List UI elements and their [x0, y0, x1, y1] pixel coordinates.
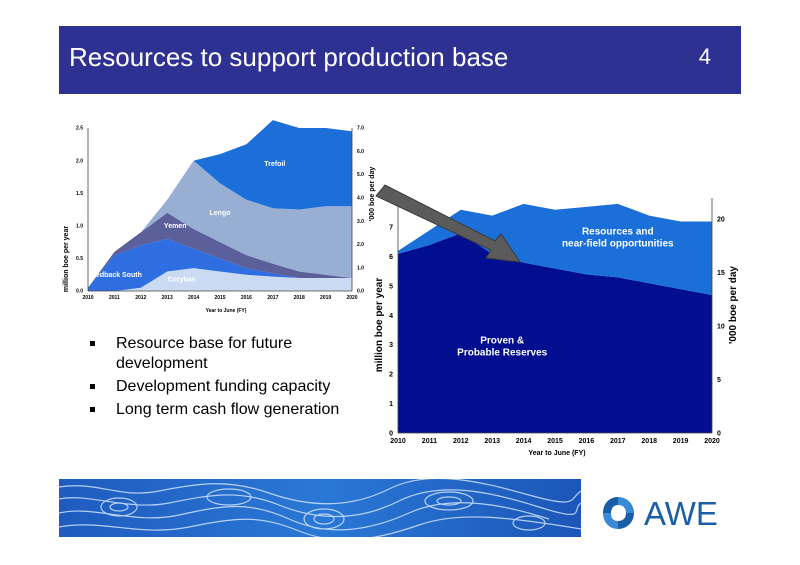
series-label: Probable Reserves [457, 347, 547, 358]
x-tick-label: 2010 [390, 438, 406, 445]
x-tick-label: 2011 [109, 295, 120, 301]
y2-tick-label: 7.0 [357, 126, 364, 132]
x-tick-label: 2013 [162, 295, 173, 301]
y2-tick-label: 4.0 [357, 196, 364, 202]
y-tick-label: 0.0 [76, 289, 83, 295]
chart-production-by-asset: 2010 2011 2012 2013 2014 2015 2016 2017 2018 2019… [63, 120, 376, 314]
chart2-y2label: '000 boe per day [728, 266, 739, 344]
x-tick-label: 2017 [267, 295, 278, 301]
chart2-ylabel: million boe per year [374, 278, 385, 373]
y2-tick-label: 20 [717, 217, 725, 224]
series-label: Lengo [210, 210, 231, 217]
x-tick-label: 2020 [346, 295, 357, 301]
series-label: Redback South [91, 272, 142, 279]
x-tick-label: 2015 [214, 295, 225, 301]
series-label: Yemen [164, 223, 187, 230]
x-tick-label: 2010 [82, 295, 93, 301]
y2-tick-label: 2.0 [357, 242, 364, 248]
series-label: near-field opportunities [562, 239, 674, 250]
y-tick-label: 1.5 [76, 191, 83, 197]
y-tick-label: 2.0 [76, 158, 83, 164]
x-tick-label: 2015 [547, 438, 563, 445]
area-series-corybas [88, 268, 352, 291]
x-tick-label: 2020 [704, 438, 720, 445]
y2-tick-label: 5.0 [357, 172, 364, 178]
y-tick-label: 0 [389, 430, 393, 437]
y-tick-label: 2 [389, 372, 393, 379]
y2-tick-label: 0.0 [357, 289, 364, 295]
y2-tick-label: 6.0 [357, 149, 364, 155]
awe-logo-text: AWE [644, 495, 718, 532]
y2-tick-label: 10 [717, 324, 725, 331]
series-label: Corybas [168, 277, 196, 284]
x-tick-label: 2014 [516, 438, 532, 445]
y-tick-label: 0.5 [76, 256, 83, 262]
area-series-redback-south [88, 238, 352, 291]
chart1-xlabel: Year to June (FY) [206, 308, 247, 314]
y2-tick-label: 15 [717, 270, 725, 277]
area-series-lengo [88, 160, 352, 288]
y2-tick-label: 0 [717, 430, 721, 437]
bullet-item: Long term cash flow generation [90, 400, 340, 420]
page-number: 4 [698, 44, 711, 69]
area-series-trefoil [88, 120, 352, 288]
x-tick-label: 2012 [453, 438, 469, 445]
contour-map-banner [59, 479, 581, 537]
chart1-ylabel: million boe per year [63, 226, 70, 292]
awe-logo-mark-icon [603, 497, 634, 529]
y-tick-label: 1 [389, 401, 393, 408]
x-tick-label: 2017 [610, 438, 626, 445]
x-tick-label: 2019 [320, 295, 331, 301]
awe-logo: AWE [598, 493, 728, 533]
slide-title: Resources to support production base [69, 42, 509, 72]
x-tick-label: 2011 [422, 438, 437, 445]
y2-tick-label: 3.0 [357, 219, 364, 225]
area-series-proven-probable-reserves [398, 233, 712, 433]
y-tick-label: 1.0 [76, 223, 83, 229]
x-tick-label: 2019 [673, 438, 689, 445]
chart2-xlabel: Year to June (FY) [528, 450, 585, 457]
series-label: Resources and [582, 227, 654, 238]
x-tick-label: 2018 [641, 438, 657, 445]
y-tick-label: 3 [389, 342, 393, 349]
bullet-item: Development funding capacity [90, 377, 340, 397]
y-tick-label: 6 [389, 254, 393, 261]
bullet-marker [90, 407, 95, 412]
chart-reserves-resources: 2010 2011 2012 2013 2014 2015 2016 2017 2018 2019… [374, 195, 739, 457]
y2-tick-label: 5 [717, 377, 721, 384]
x-tick-label: 2016 [241, 295, 252, 301]
x-tick-label: 2018 [294, 295, 305, 301]
bullet-marker [90, 384, 95, 389]
y-tick-label: 2.5 [76, 126, 83, 132]
series-label: Proven & [480, 335, 524, 346]
bullet-list: Resource base for future development Dev… [90, 334, 340, 423]
x-tick-label: 2016 [579, 438, 595, 445]
x-tick-label: 2012 [135, 295, 146, 301]
chart1-y2label: '000 boe per day [369, 167, 376, 222]
bullet-item: Resource base for future development [90, 334, 340, 374]
y-tick-label: 5 [389, 283, 393, 290]
y-tick-label: 7 [389, 225, 393, 232]
x-tick-label: 2013 [484, 438, 500, 445]
slide-header: Resources to support production base 4 [59, 26, 741, 94]
area-series-resources-and-near-field-opportunities [398, 203, 712, 295]
series-label: Trefoil [264, 161, 285, 168]
arrow-shape [375, 184, 522, 263]
x-tick-label: 2014 [188, 295, 199, 301]
y-tick-label: 4 [389, 313, 393, 320]
bullet-marker [90, 341, 95, 346]
area-series-yemen [88, 212, 352, 288]
y2-tick-label: 1.0 [357, 265, 364, 271]
